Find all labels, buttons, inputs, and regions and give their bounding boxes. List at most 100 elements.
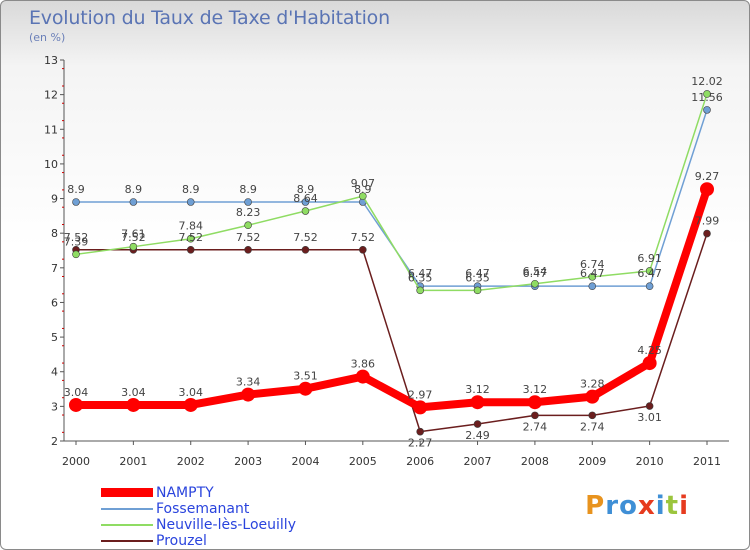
data-label: 6.47 xyxy=(408,267,433,280)
data-label: 6.47 xyxy=(523,267,548,280)
series-point-1 xyxy=(588,282,597,290)
logo-letter: o xyxy=(619,491,638,521)
data-label: 3.04 xyxy=(121,386,146,399)
series-point-3 xyxy=(416,427,424,436)
series-point-2 xyxy=(244,221,252,230)
data-label: 6.35 xyxy=(465,271,490,284)
data-label: 3.01 xyxy=(637,411,662,424)
proxiti-logo: Proxiti xyxy=(585,491,689,521)
logo-letter: x xyxy=(637,491,656,521)
y-tick-label: 8 xyxy=(51,227,58,240)
y-tick-label: 3 xyxy=(51,400,58,413)
x-tick-label: 2003 xyxy=(234,455,262,468)
y-tick-label: 5 xyxy=(51,331,58,344)
series-point-3 xyxy=(301,246,310,254)
y-tick-label: 6 xyxy=(51,296,58,309)
series-point-2 xyxy=(703,90,711,98)
legend-label-nampty: NAMPTY xyxy=(156,485,214,501)
series-point-0 xyxy=(183,397,198,412)
data-label: 3.12 xyxy=(523,383,548,396)
data-label: 8.64 xyxy=(293,192,318,205)
series-point-2 xyxy=(531,279,539,288)
logo-letter: t xyxy=(665,491,680,521)
series-point-3 xyxy=(244,246,252,254)
data-label: 7.52 xyxy=(293,231,318,244)
chart-title: Evolution du Taux de Taxe d'Habitation xyxy=(29,7,390,29)
data-label: 7.61 xyxy=(121,228,146,241)
data-label: 2.74 xyxy=(580,420,605,433)
series-point-2 xyxy=(416,286,424,295)
data-label: 3.34 xyxy=(236,376,261,389)
x-tick-label: 2001 xyxy=(119,455,147,468)
data-label: 9.27 xyxy=(695,170,720,183)
y-tick-label: 11 xyxy=(44,123,58,136)
data-label: 6.74 xyxy=(580,258,605,271)
x-tick-label: 2005 xyxy=(349,455,377,468)
x-tick-label: 2006 xyxy=(406,455,434,468)
legend-swatch-neuville xyxy=(101,524,153,526)
data-label: 3.28 xyxy=(580,378,605,391)
logo-letter: i xyxy=(679,491,689,521)
x-tick-label: 2002 xyxy=(177,455,205,468)
x-tick-label: 2010 xyxy=(636,455,664,468)
series-point-1 xyxy=(645,282,654,290)
series-point-1 xyxy=(129,198,138,206)
series-point-2 xyxy=(72,250,80,259)
x-tick-label: 2007 xyxy=(464,455,492,468)
series-point-0 xyxy=(355,369,370,384)
data-label: 12.02 xyxy=(691,75,723,88)
data-label: 2.27 xyxy=(408,437,433,450)
x-tick-label: 2008 xyxy=(521,455,549,468)
y-tick-label: 12 xyxy=(44,89,58,102)
data-label: 6.91 xyxy=(637,252,662,265)
data-label: 7.52 xyxy=(121,231,146,244)
x-tick-label: 2011 xyxy=(693,455,721,468)
series-point-3 xyxy=(703,229,711,238)
data-label: 2.97 xyxy=(408,388,433,401)
series-point-1 xyxy=(703,106,711,114)
legend-swatch-nampty xyxy=(101,488,153,497)
series-point-0 xyxy=(69,397,83,412)
legend-swatch-prouzel xyxy=(101,540,153,542)
logo-letter: P xyxy=(585,491,606,521)
y-tick-label: 2 xyxy=(51,435,58,448)
data-label: 6.47 xyxy=(465,267,490,280)
series-point-3 xyxy=(186,246,195,254)
series-point-2 xyxy=(186,234,195,243)
data-label: 7.84 xyxy=(178,220,203,233)
series-point-0 xyxy=(241,387,256,402)
y-tick-label: 7 xyxy=(51,262,58,275)
y-tick-label: 4 xyxy=(51,366,58,379)
data-label: 8.9 xyxy=(239,183,257,196)
series-point-1 xyxy=(72,198,80,206)
series-point-0 xyxy=(470,395,485,410)
series-point-0 xyxy=(527,395,542,410)
data-label: 7.52 xyxy=(351,231,376,244)
data-label: 8.9 xyxy=(125,183,143,196)
x-tick-label: 2004 xyxy=(291,455,319,468)
data-label: 3.04 xyxy=(64,386,89,399)
data-label: 6.47 xyxy=(580,267,605,280)
data-label: 9.07 xyxy=(351,177,376,190)
data-label: 7.52 xyxy=(236,231,261,244)
data-label: 6.54 xyxy=(523,265,548,278)
legend-label-neuville: Neuville-lès-Loeuilly xyxy=(156,517,296,533)
series-line-0 xyxy=(72,185,711,412)
series-point-0 xyxy=(585,389,600,404)
logo-letter: r xyxy=(605,491,620,521)
data-label: 8.9 xyxy=(354,183,372,196)
legend-swatch-fossemanant xyxy=(101,508,153,510)
legend-label-prouzel: Prouzel xyxy=(156,533,207,549)
data-label: 8.9 xyxy=(182,183,200,196)
y-tick-label: 13 xyxy=(44,54,58,67)
data-label: 7.52 xyxy=(178,231,203,244)
data-label: 6.35 xyxy=(408,271,433,284)
data-label: 2.74 xyxy=(523,420,548,433)
series-point-0 xyxy=(126,397,141,412)
data-label: 3.51 xyxy=(293,370,318,383)
data-label: 7.39 xyxy=(64,235,89,248)
series-point-2 xyxy=(588,273,597,281)
series-point-0 xyxy=(700,182,714,197)
series-point-1 xyxy=(244,198,252,206)
